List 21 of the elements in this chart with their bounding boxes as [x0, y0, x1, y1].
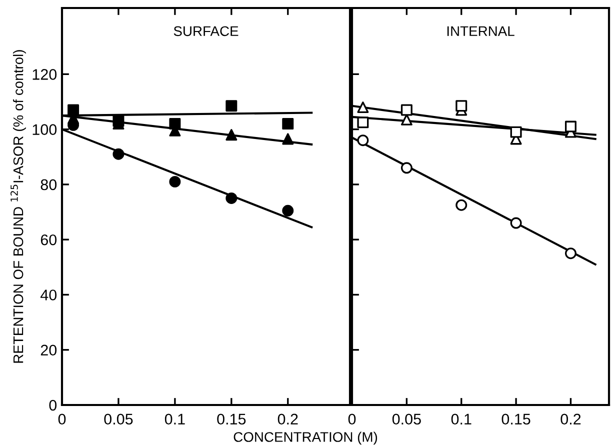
x-tick-label: 0.2	[560, 414, 581, 425]
y-tick-label: 40	[40, 290, 57, 300]
y-tick-label: 20	[40, 344, 57, 356]
y-tick-label: 0	[49, 400, 57, 411]
y-tick-label: 100	[32, 124, 57, 135]
x-tick-label: 0.1	[164, 414, 185, 425]
x-tick-label: 0	[348, 414, 356, 425]
y-tick-label: 120	[32, 69, 57, 80]
x-tick-label: 0.05	[392, 414, 421, 425]
x-tick-label: 0.15	[502, 414, 530, 425]
x-axis-title: CONCENTRATION (M)	[234, 432, 378, 445]
y-tick-label: 80	[40, 179, 57, 190]
y-tick-label: 60	[40, 234, 57, 246]
x-tick-label: 0	[58, 414, 66, 425]
x-tick-label: 0.15	[217, 414, 246, 425]
x-tick-label: 0.2	[278, 414, 298, 425]
text: INTERNAL	[447, 26, 514, 36]
y-axis-title: RETENTION OF BOUND $^{125}$I-ASOR (% of control)	[10, 50, 26, 363]
x-tick-label: 0.05	[104, 414, 133, 425]
x-tick-label: 0.1	[451, 414, 472, 425]
text: SURFACE	[174, 26, 238, 36]
